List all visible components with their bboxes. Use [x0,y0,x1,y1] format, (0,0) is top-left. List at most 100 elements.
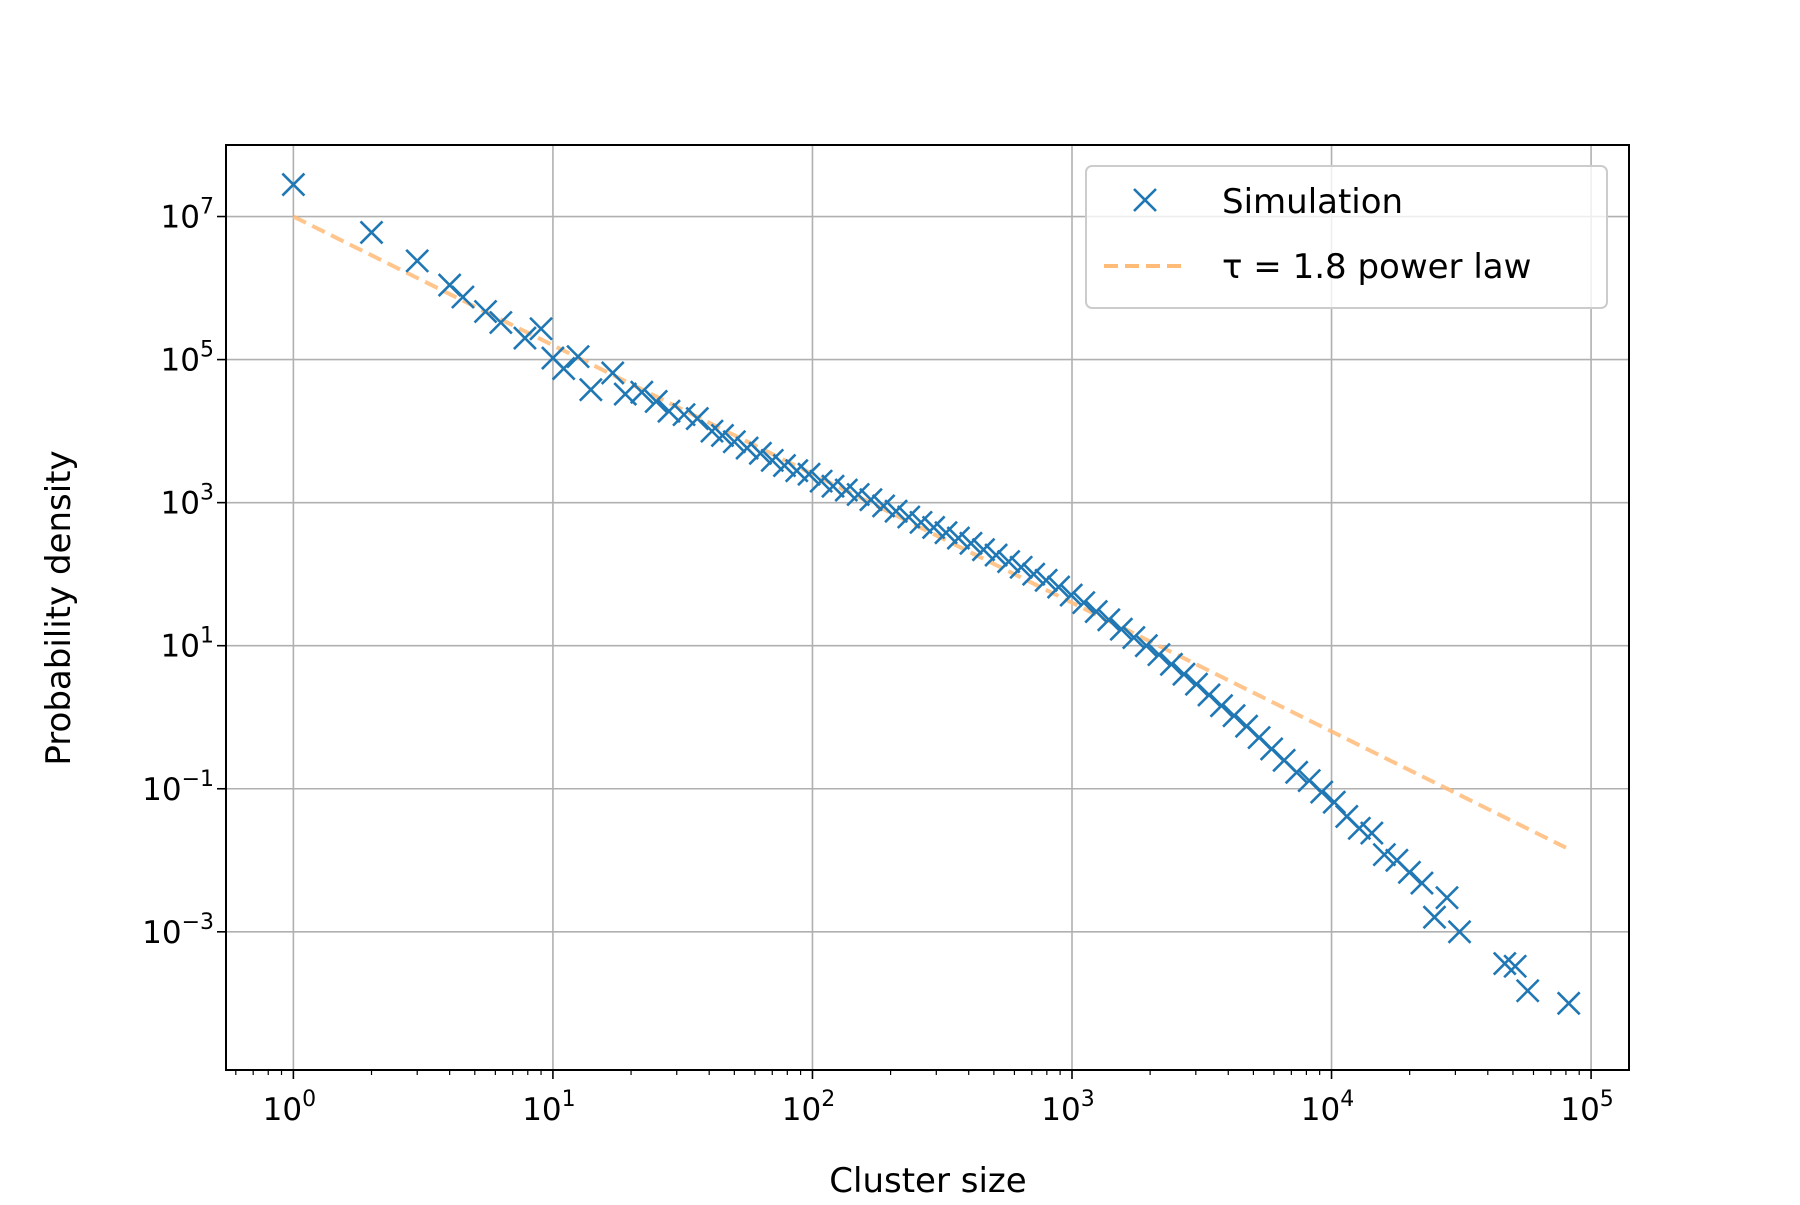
simulation-point [1515,978,1540,1003]
simulation-point-stroke [644,389,669,414]
simulation-point-stroke [859,487,883,512]
simulation-point [921,515,946,540]
simulation-point-stroke [512,326,537,350]
simulation-point-stroke [473,299,498,324]
simulation-point [359,220,384,245]
simulation-point [896,505,921,529]
simulation-point-stroke [710,423,735,448]
simulation-point-stroke [578,377,603,402]
power-law-line [292,214,1567,850]
simulation-point-stroke [1084,599,1109,624]
simulation-point-stroke [1134,633,1159,658]
simulation-point [600,361,625,385]
simulation-point [735,436,760,460]
simulation-point [1222,703,1246,728]
simulation-point-stroke [613,382,638,406]
simulation-point-stroke [1359,821,1384,846]
simulation-point [450,285,475,309]
legend-marker-icon [1133,188,1157,212]
simulation-point-stroke [748,441,773,466]
simulation-point [473,299,498,324]
simulation-point-stroke [1384,848,1409,873]
simulation-point-stroke [1209,693,1234,718]
simulation-point-stroke [450,285,475,309]
simulation-point-stroke [1034,568,1059,593]
simulation-point-stroke [1146,642,1171,667]
simulation-point [1009,555,1034,580]
simulation-point [772,453,797,478]
simulation-point-stroke [1096,607,1121,632]
x-tick-label: 100 [263,1087,316,1128]
simulation-point-stroke [1447,919,1472,944]
simulation-point-stroke [685,406,710,431]
simulation-point-stroke [1021,562,1046,587]
simulation-point-stroke [1046,575,1071,600]
simulation-point [657,399,681,424]
simulation-point [722,429,747,454]
y-tick-label: 101 [161,624,214,665]
x-tick-label: 105 [1560,1087,1613,1128]
simulation-point-stroke [834,478,859,502]
simulation-point [809,469,834,494]
simulation-point [971,537,996,562]
simulation-point [1422,905,1447,930]
simulation-point-stroke [1347,816,1372,841]
simulation-point [578,377,603,402]
simulation-point [1134,633,1159,658]
simulation-point [551,356,576,381]
x-tick-base: 10 [1041,1092,1080,1128]
simulation-point-stroke [1556,991,1581,1016]
simulation-point-stroke [600,361,625,385]
simulation-point-stroke [629,380,654,405]
simulation-point [884,499,909,524]
simulation-point-stroke [959,531,983,556]
simulation-point-stroke [797,462,821,487]
simulation-point-stroke [884,499,909,524]
y-tick-base: 10 [161,343,200,379]
y-tick-exponent: 5 [200,338,214,363]
simulation-point [1084,599,1109,624]
simulation-point [797,462,821,487]
simulation-point-stroke [1109,617,1134,642]
simulation-point [1096,607,1121,632]
y-tick-base: 10 [142,772,181,808]
y-tick-label: 103 [161,481,214,522]
simulation-point-stroke [996,549,1021,574]
simulation-point-stroke [1272,748,1297,773]
x-tick-label: 101 [522,1087,575,1128]
simulation-point-stroke [1121,625,1146,650]
simulation-point [512,326,537,350]
simulation-point [685,406,710,431]
y-tick-label: 10−1 [142,767,214,808]
simulation-point [1109,617,1134,642]
simulation-point-stroke [657,399,681,424]
simulation-point-stroke [1372,842,1397,867]
simulation-point-stroke [1009,555,1034,580]
simulation-point [644,389,669,414]
simulation-point-stroke [359,220,384,245]
simulation-point-stroke [971,537,996,562]
y-tick-label: 105 [161,338,214,379]
simulation-point [1021,562,1046,587]
simulation-point-stroke [909,510,933,535]
simulation-point-stroke [551,356,576,381]
simulation-point-stroke [1259,737,1284,761]
simulation-point-stroke [1172,662,1196,687]
x-tick-label: 103 [1041,1087,1094,1128]
simulation-point [1503,954,1528,979]
simulation-point [1359,821,1384,846]
legend: Simulation τ = 1.8 power law [1085,165,1608,309]
x-tick-base: 10 [1560,1092,1599,1128]
simulation-point-stroke [760,448,785,473]
simulation-point [946,526,971,550]
simulation-point [1556,991,1581,1016]
simulation-point [846,482,871,507]
simulation-point-stroke [896,505,921,529]
simulation-point [1435,885,1459,910]
simulation-point [760,448,785,473]
x-tick-exponent: 1 [562,1087,576,1112]
simulation-point-stroke [1247,725,1272,750]
